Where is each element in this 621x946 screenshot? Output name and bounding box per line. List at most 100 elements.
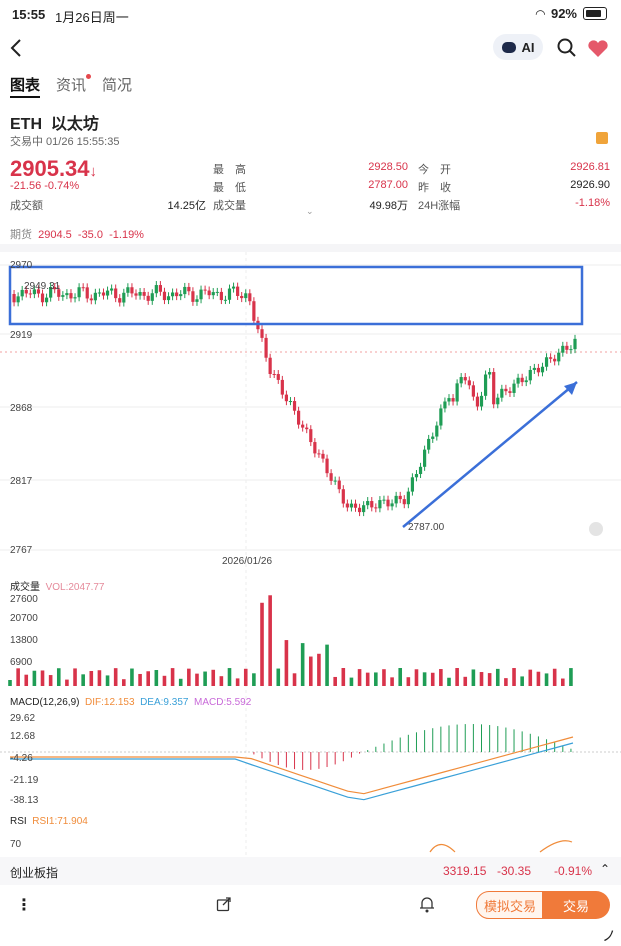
- candle-body: [20, 289, 24, 297]
- vol-tick-4: 6900: [10, 657, 33, 668]
- volume-bar: [122, 679, 126, 686]
- simulate-trade-button[interactable]: 模拟交易: [476, 891, 544, 919]
- candle-body: [89, 298, 93, 301]
- candle-body: [305, 427, 309, 430]
- volume-value: 49.98万: [369, 200, 408, 212]
- candle-body: [488, 372, 492, 375]
- search-icon[interactable]: [557, 38, 577, 58]
- volume-bar: [65, 679, 69, 686]
- tab-news[interactable]: 资讯: [56, 74, 92, 95]
- volume-bar: [365, 672, 370, 686]
- candle-body: [532, 367, 536, 370]
- futures-row[interactable]: 期货 2904.5 -35.0 -1.19%: [10, 226, 144, 242]
- volume-bar: [308, 656, 313, 686]
- tab-news-label: 资讯: [56, 77, 87, 94]
- candle-body: [81, 287, 85, 289]
- candle-body: [451, 398, 455, 402]
- section-divider: [0, 244, 621, 252]
- candle-body: [463, 377, 467, 381]
- back-icon[interactable]: [8, 38, 24, 58]
- candle-body: [272, 374, 276, 376]
- candle-body: [142, 292, 146, 296]
- y-tick-1: 2970: [10, 260, 33, 271]
- volume-bar: [300, 643, 305, 686]
- macd-tick-4: -21.19: [10, 775, 39, 786]
- candle-body: [569, 349, 573, 351]
- candle-body: [508, 391, 512, 393]
- candle-body: [333, 480, 337, 482]
- volume-bar: [113, 668, 118, 686]
- candle-body: [264, 337, 268, 358]
- pen-icon[interactable]: ノ: [602, 928, 616, 944]
- candle-body: [122, 292, 126, 303]
- down-arrow-icon: ↓: [89, 163, 98, 180]
- turnover-label: 成交额: [10, 200, 43, 212]
- volume-bar: [40, 670, 45, 686]
- volume-bar: [73, 668, 77, 686]
- favorite-heart-icon[interactable]: [587, 39, 609, 59]
- expand-chevron-icon[interactable]: ⌄: [306, 206, 314, 216]
- alert-bell-icon[interactable]: [419, 896, 435, 913]
- candle-body: [195, 299, 199, 302]
- tab-profile[interactable]: 简况: [102, 77, 133, 94]
- chevron-up-icon[interactable]: ⌃: [600, 862, 611, 876]
- change24-label: 24H涨幅: [418, 200, 461, 212]
- candle-body: [16, 296, 20, 303]
- candle-body: [284, 394, 289, 402]
- candle-body: [215, 291, 219, 293]
- index-change: -30.35: [497, 864, 532, 878]
- candle-body: [398, 495, 402, 500]
- candle-body: [268, 357, 272, 375]
- candle-body: [471, 385, 475, 397]
- candle-body: [455, 383, 459, 402]
- rsi-line: [429, 840, 573, 853]
- candle-body: [166, 296, 171, 301]
- candle-body: [528, 369, 532, 381]
- info-icon[interactable]: [596, 132, 608, 144]
- candle-body: [223, 299, 228, 301]
- tab-chart[interactable]: 图表: [10, 77, 41, 94]
- candle-body: [126, 287, 130, 293]
- status-time: 15:55: [12, 7, 46, 22]
- volume-bar: [97, 670, 102, 686]
- share-icon[interactable]: [216, 896, 232, 912]
- macd-tick-5: -38.13: [10, 795, 39, 806]
- candle-body: [573, 338, 577, 350]
- candle-body: [77, 287, 81, 298]
- volume-bar: [406, 677, 411, 686]
- volume-bar: [447, 677, 451, 686]
- index-bar[interactable]: [0, 857, 621, 885]
- candle-body: [565, 345, 569, 350]
- macd-label: MACD(12,26,9): [10, 697, 80, 708]
- volume-bar: [561, 678, 565, 686]
- candle-body: [244, 293, 248, 299]
- candle-body: [12, 294, 16, 303]
- candle-body: [337, 480, 341, 490]
- volume-bar: [471, 669, 476, 686]
- candle-body: [431, 436, 435, 439]
- futures-price: 2904.5: [38, 229, 72, 241]
- candle-body: [439, 408, 443, 426]
- volume-bar: [333, 676, 337, 686]
- kline-chart[interactable]: [0, 252, 621, 857]
- volume-bar: [569, 668, 573, 686]
- open-value: 2926.81: [570, 161, 610, 173]
- high-value: 2928.50: [368, 161, 408, 173]
- candle-body: [296, 410, 301, 425]
- reset-icon[interactable]: [589, 522, 603, 536]
- candle-body: [492, 372, 496, 405]
- candle-body: [459, 377, 463, 384]
- volume-bar: [178, 678, 183, 686]
- candle-body: [40, 293, 45, 303]
- volume-bar: [130, 668, 134, 686]
- volume-bar: [390, 677, 394, 686]
- candle-body: [544, 357, 549, 367]
- candle-body: [236, 286, 240, 296]
- candle-body: [101, 292, 106, 296]
- ai-assistant-button[interactable]: AI: [493, 34, 543, 60]
- candle-body: [227, 288, 232, 300]
- trade-button[interactable]: 交易: [542, 891, 610, 919]
- candle-body: [24, 289, 28, 294]
- candle-body: [443, 401, 447, 409]
- more-icon[interactable]: ⋮: [16, 897, 32, 914]
